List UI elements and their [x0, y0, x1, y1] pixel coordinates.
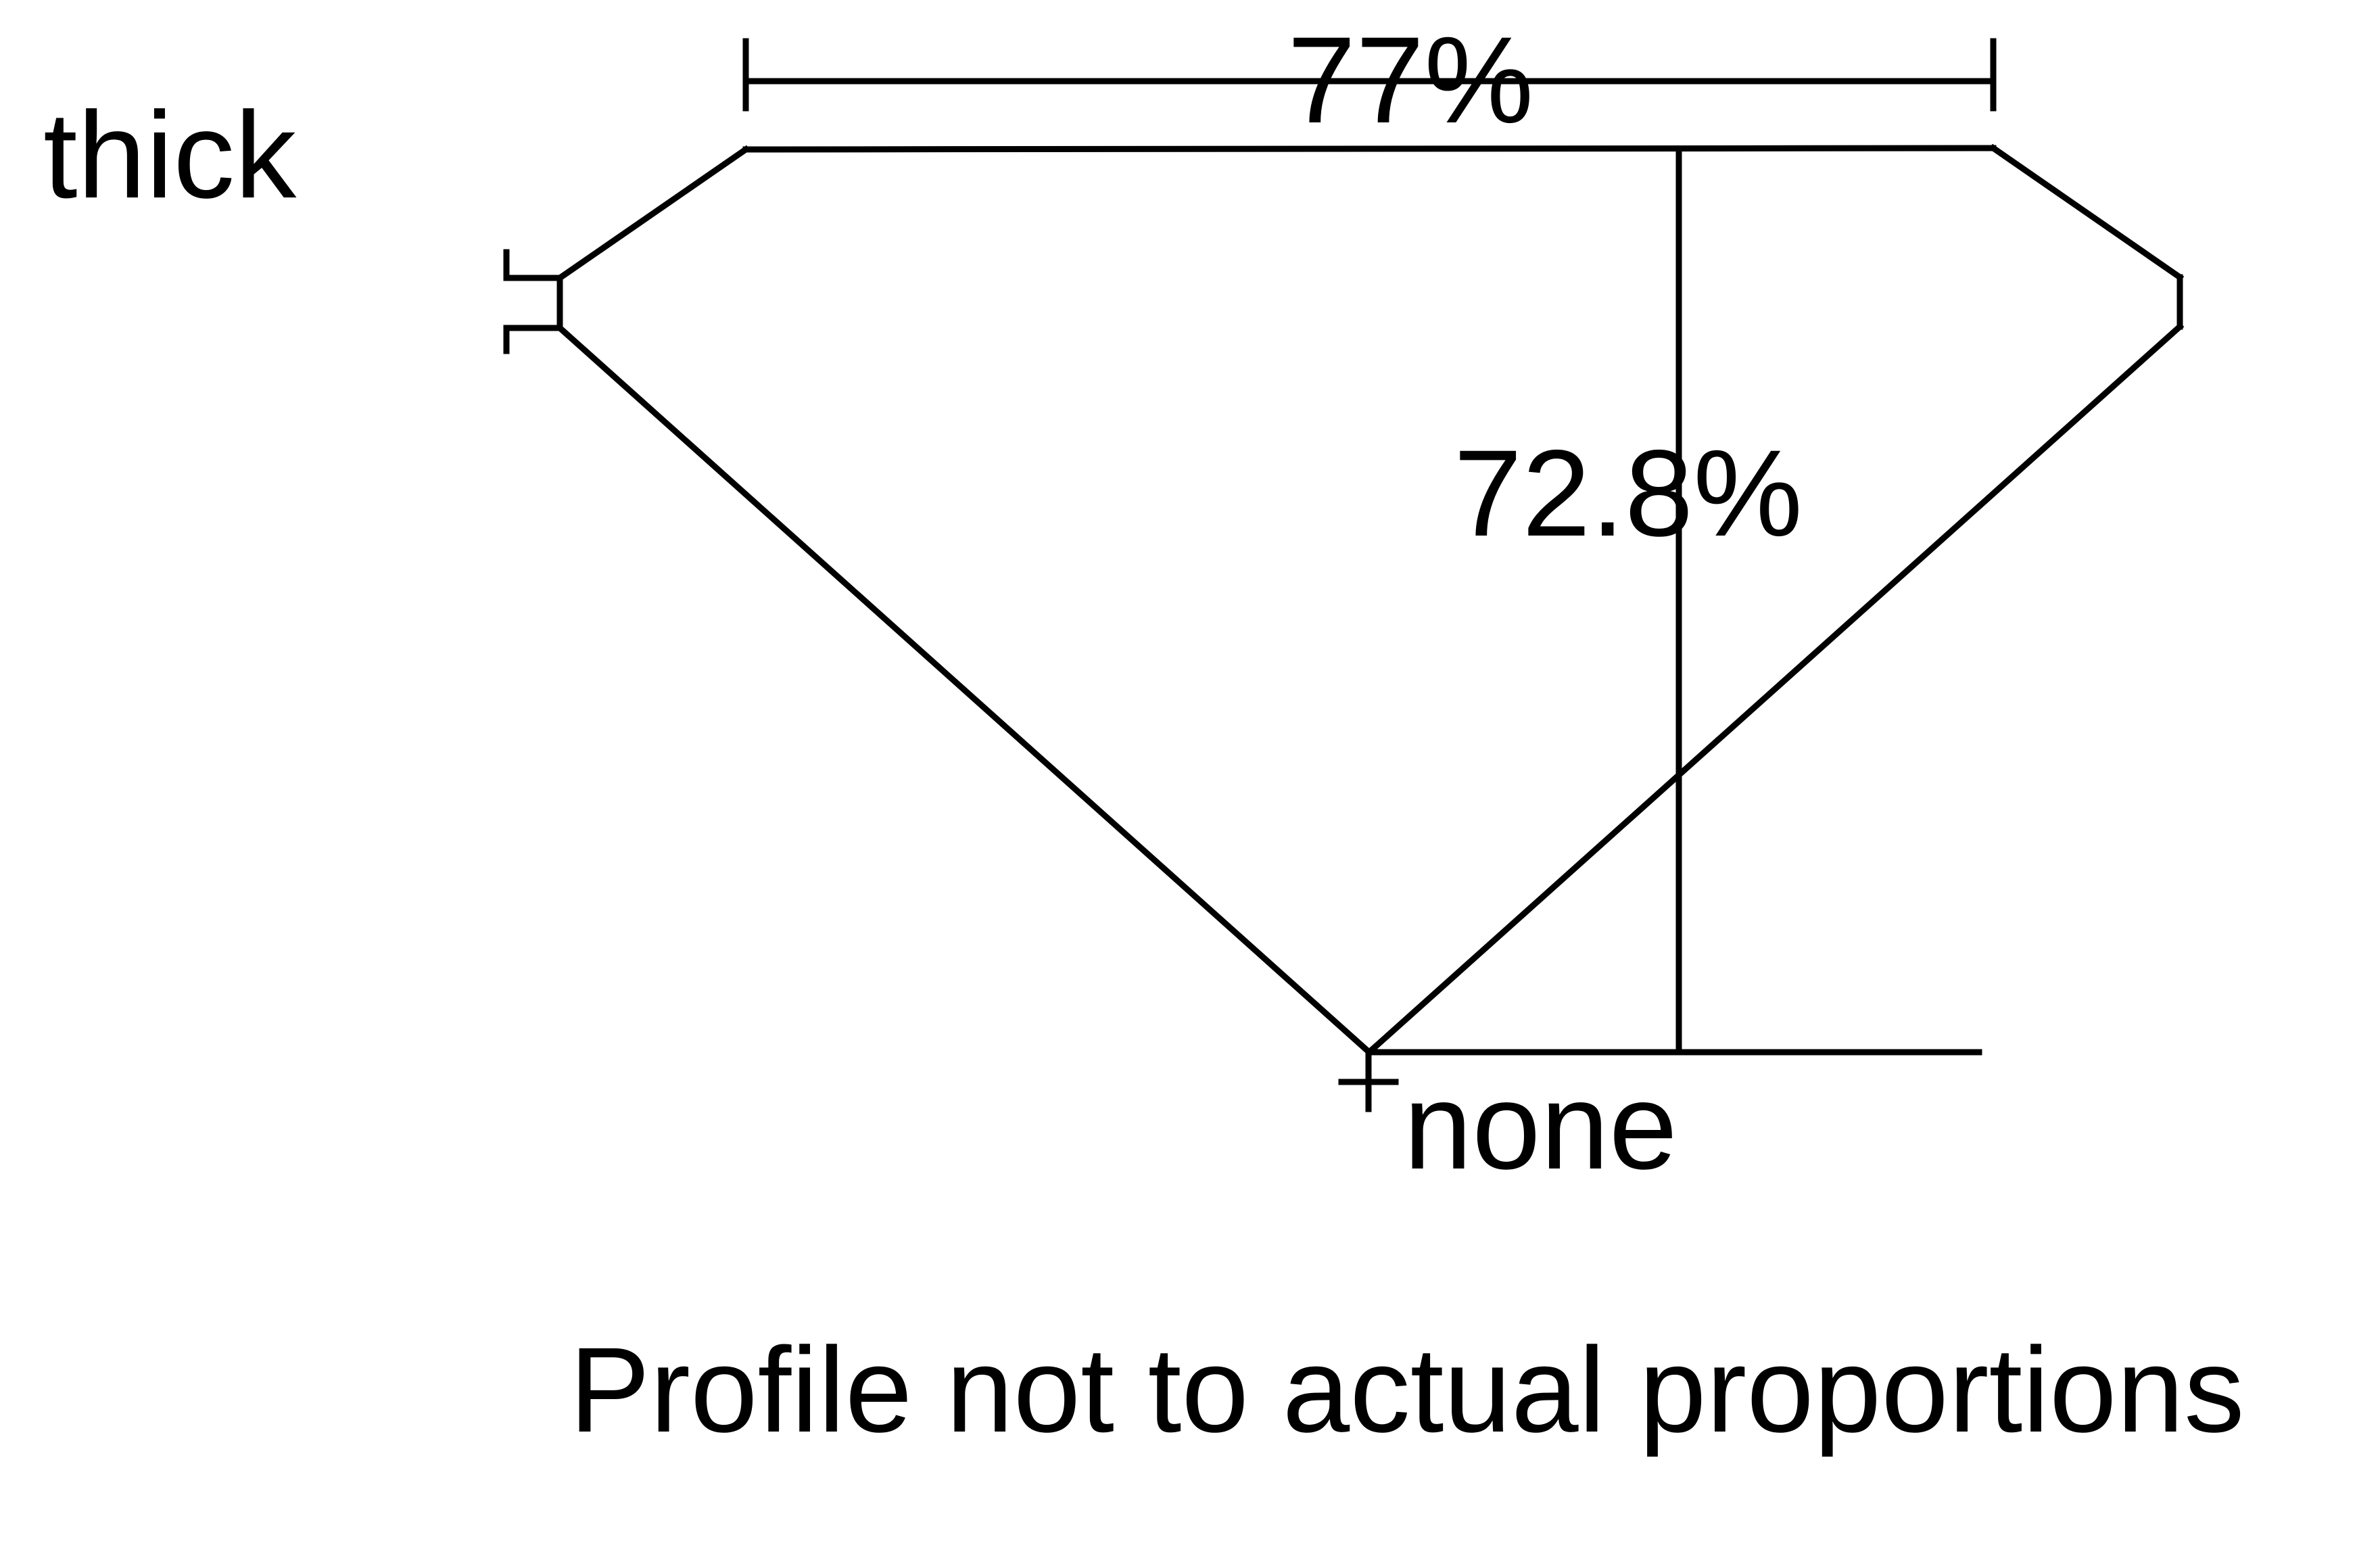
svg-text:none: none — [1404, 1057, 1677, 1195]
svg-text:thick: thick — [43, 86, 297, 224]
svg-text:72.8%: 72.8% — [1454, 424, 1803, 562]
svg-text:Profile not to actual proporti: Profile not to actual proportions — [569, 1322, 2245, 1457]
svg-text:77%: 77% — [1287, 11, 1533, 149]
